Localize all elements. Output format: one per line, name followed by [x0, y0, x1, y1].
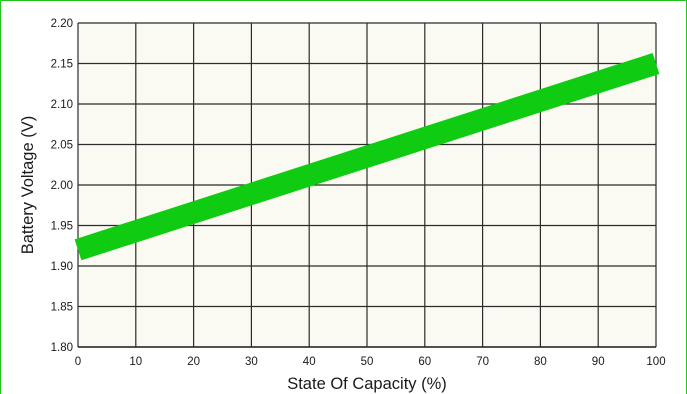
series-layer — [74, 53, 660, 261]
y-tick-label: 2.05 — [51, 140, 73, 152]
series-line — [74, 53, 660, 261]
x-tick-label: 50 — [361, 356, 374, 368]
x-tick-label: 80 — [534, 356, 547, 368]
x-tick-label: 90 — [592, 356, 605, 368]
grid — [77, 22, 657, 348]
x-tick-label: 30 — [245, 356, 258, 368]
x-tick-label: 0 — [75, 356, 81, 368]
y-tick-label: 1.85 — [51, 302, 73, 314]
x-tick-label: 70 — [476, 356, 489, 368]
x-tick-label: 100 — [646, 356, 665, 368]
y-tick-label: 1.80 — [51, 342, 73, 354]
x-tick-label: 20 — [187, 356, 200, 368]
y-tick-label: 1.90 — [51, 261, 73, 273]
x-axis-ticks: 0 10 20 30 40 50 60 70 80 90 100 — [75, 356, 666, 368]
y-tick-label: 1.95 — [51, 221, 73, 233]
x-tick-label: 60 — [418, 356, 431, 368]
y-tick-label: 2.00 — [51, 180, 73, 192]
y-axis-ticks: 1.80 1.85 1.90 1.95 2.00 2.05 2.10 2.15 2.20 — [51, 18, 73, 354]
y-tick-label: 2.10 — [51, 99, 73, 111]
y-axis-title: Battery Voltage (V) — [19, 116, 37, 255]
y-tick-label: 2.15 — [51, 59, 73, 71]
x-tick-label: 10 — [129, 356, 142, 368]
y-tick-label: 2.20 — [51, 18, 73, 30]
x-tick-label: 40 — [303, 356, 316, 368]
x-axis-title: State Of Capacity (%) — [287, 375, 447, 393]
